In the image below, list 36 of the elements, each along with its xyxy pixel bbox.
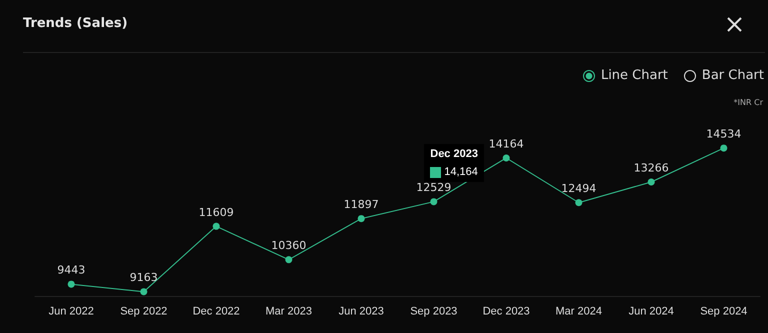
chart-title: Trends (Sales) (23, 16, 128, 31)
data-label: 10360 (271, 239, 306, 252)
x-tick-label: Sep 2022 (120, 306, 168, 318)
x-tick-label: Jun 2023 (338, 306, 384, 318)
point (358, 215, 365, 222)
x-tick-label: Dec 2023 (482, 306, 530, 318)
x-tick-label: Jun 2022 (48, 306, 94, 318)
data-label: 11609 (198, 206, 234, 219)
point (575, 199, 582, 206)
point (285, 256, 292, 264)
point (430, 198, 438, 206)
data-label: 11897 (344, 198, 379, 212)
data-label: 14534 (706, 128, 742, 141)
data-label: 14164 (488, 137, 524, 150)
x-tick-label: Mar 2024 (556, 306, 602, 318)
x-tick-label: Jun 2024 (628, 306, 674, 318)
point (502, 154, 510, 162)
annotation: 14,164 (444, 166, 478, 178)
x-tick-label: Dec 2022 (192, 306, 240, 318)
point (140, 288, 148, 296)
data-label: 13266 (634, 161, 669, 174)
text: *INR Cr (734, 98, 763, 107)
text: Bar Chart (702, 68, 764, 83)
x-tick-label: Sep 2024 (700, 306, 748, 318)
point (68, 280, 75, 288)
text: Line Chart (600, 68, 668, 83)
x-tick-label: Mar 2023 (266, 306, 312, 318)
data-label: 12494 (561, 182, 596, 196)
annotation: Dec 2023 (430, 148, 478, 160)
point (648, 178, 655, 186)
data-label: 9443 (57, 264, 86, 277)
point (720, 144, 728, 152)
x-tick-label: Sep 2023 (410, 306, 458, 318)
data-label: 9163 (130, 271, 158, 284)
point (212, 222, 220, 230)
data-label: 12529 (416, 181, 452, 194)
